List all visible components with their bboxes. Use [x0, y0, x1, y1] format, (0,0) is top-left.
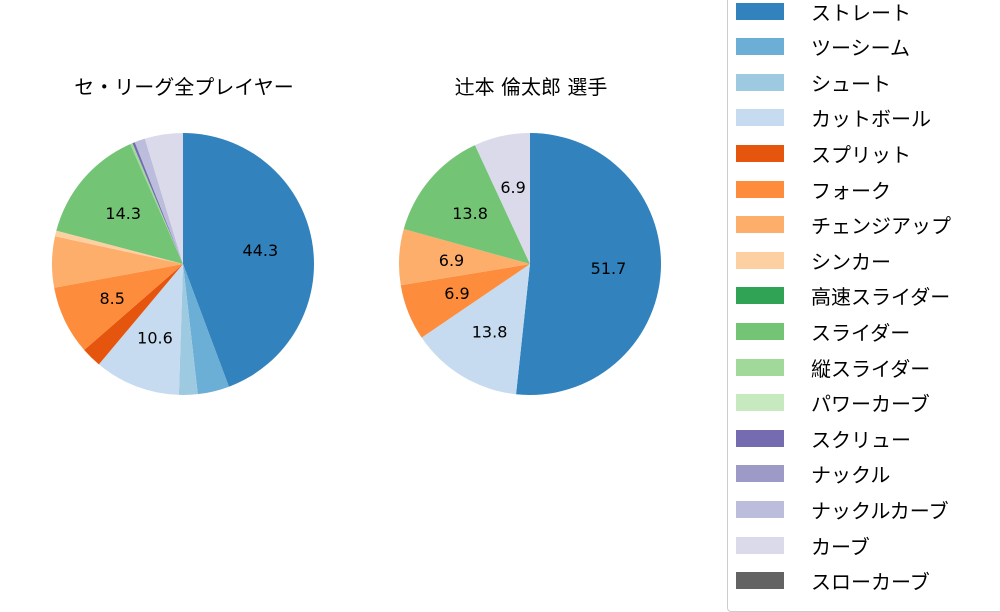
legend-label: 縦スライダー	[811, 356, 931, 381]
legend-swatch	[736, 38, 784, 56]
legend-item: ナックルカーブ	[736, 497, 949, 523]
legend-label: ツーシーム	[811, 36, 910, 61]
legend-swatch	[736, 287, 784, 305]
pie-slice	[52, 236, 183, 288]
legend-label: チェンジアップ	[811, 214, 951, 239]
legend-item: スクリュー	[736, 426, 911, 452]
legend-item: カットボール	[736, 106, 931, 132]
slice-value-label: 10.6	[137, 328, 173, 347]
legend-swatch	[736, 465, 784, 483]
legend-item: ツーシーム	[736, 35, 910, 61]
legend-label: フォーク	[811, 178, 891, 203]
legend-label: スプリット	[811, 142, 911, 167]
legend-swatch	[736, 73, 784, 91]
legend-item: スプリット	[736, 141, 911, 167]
legend-swatch	[736, 429, 784, 447]
legend-item: ナックル	[736, 462, 891, 488]
slice-value-label: 13.8	[472, 322, 508, 341]
pie-slice	[132, 142, 183, 264]
pie-slice	[183, 264, 229, 395]
legend-swatch	[736, 500, 784, 518]
legend-swatch	[736, 536, 784, 554]
pie-slice	[134, 138, 183, 264]
legend-swatch	[736, 251, 784, 269]
legend-item: 縦スライダー	[736, 355, 931, 381]
legend-item: パワーカーブ	[736, 391, 930, 417]
pie-slice	[403, 145, 530, 264]
pie-slice	[144, 133, 183, 264]
pie-slice	[400, 264, 530, 338]
pie-slice	[474, 133, 530, 264]
legend-label: パワーカーブ	[811, 392, 930, 417]
pie-slice	[84, 264, 183, 365]
pie-slice	[56, 144, 184, 264]
legend-label: シュート	[811, 71, 891, 96]
legend-label: カーブ	[811, 534, 870, 559]
legend-item: シンカー	[736, 248, 891, 274]
slice-value-label: 8.5	[99, 289, 124, 308]
legend-item: 高速スライダー	[736, 284, 951, 310]
legend-swatch	[736, 322, 784, 340]
pie-chart-player: 51.713.86.96.913.86.9	[399, 133, 661, 395]
slice-value-label: 6.9	[444, 284, 469, 303]
legend-swatch	[736, 2, 784, 20]
legend-label: カットボール	[811, 107, 931, 132]
legend: ストレートツーシームシュートカットボール スプリットフォークチェンジアップ シンカー…	[727, 0, 1000, 612]
legend-label: ナックルカーブ	[811, 498, 949, 523]
legend-label: スライダー	[811, 320, 911, 345]
pie-slice	[98, 264, 183, 395]
pie-slice	[130, 143, 183, 264]
legend-label: スクリュー	[811, 427, 911, 452]
legend-swatch	[736, 109, 784, 127]
legend-label: スローカーブ	[811, 570, 930, 595]
pie-chart-league: 44.3 10.6 8.5 14.3	[52, 133, 315, 395]
pie-slice	[399, 229, 530, 286]
legend-swatch	[736, 572, 784, 590]
legend-item: カーブ	[736, 533, 870, 559]
slice-value-label: 6.9	[439, 251, 464, 270]
legend-item: スローカーブ	[736, 569, 930, 595]
legend-label: 高速スライダー	[811, 285, 951, 310]
legend-item: シュート	[736, 70, 891, 96]
legend-label: ナックル	[811, 463, 891, 488]
pie-slice	[54, 230, 183, 264]
slice-value-label: 51.7	[591, 259, 627, 278]
pie-slice	[183, 133, 315, 387]
pie-slice	[516, 133, 661, 395]
left-chart-title: セ・リーグ全プレイヤー	[74, 75, 294, 99]
slice-value-label: 13.8	[452, 204, 488, 223]
right-chart-title: 辻本 倫太郎 選手	[454, 75, 608, 99]
legend-swatch	[736, 180, 784, 198]
legend-swatch	[736, 216, 784, 234]
legend-swatch	[736, 394, 784, 412]
pie-slice	[421, 264, 530, 395]
legend-item: フォーク	[736, 177, 891, 203]
legend-item: ストレート	[736, 0, 911, 25]
slice-value-label: 14.3	[105, 204, 141, 223]
legend-item: スライダー	[736, 319, 911, 345]
slice-value-label: 6.9	[500, 178, 525, 197]
legend-label: シンカー	[811, 249, 891, 274]
slice-value-label: 44.3	[243, 241, 279, 260]
legend-label: ストレート	[811, 0, 911, 25]
pie-slice	[178, 264, 198, 395]
legend-item: チェンジアップ	[736, 213, 951, 239]
legend-swatch	[736, 144, 784, 162]
legend-swatch	[736, 358, 784, 376]
pie-slice	[54, 264, 184, 351]
